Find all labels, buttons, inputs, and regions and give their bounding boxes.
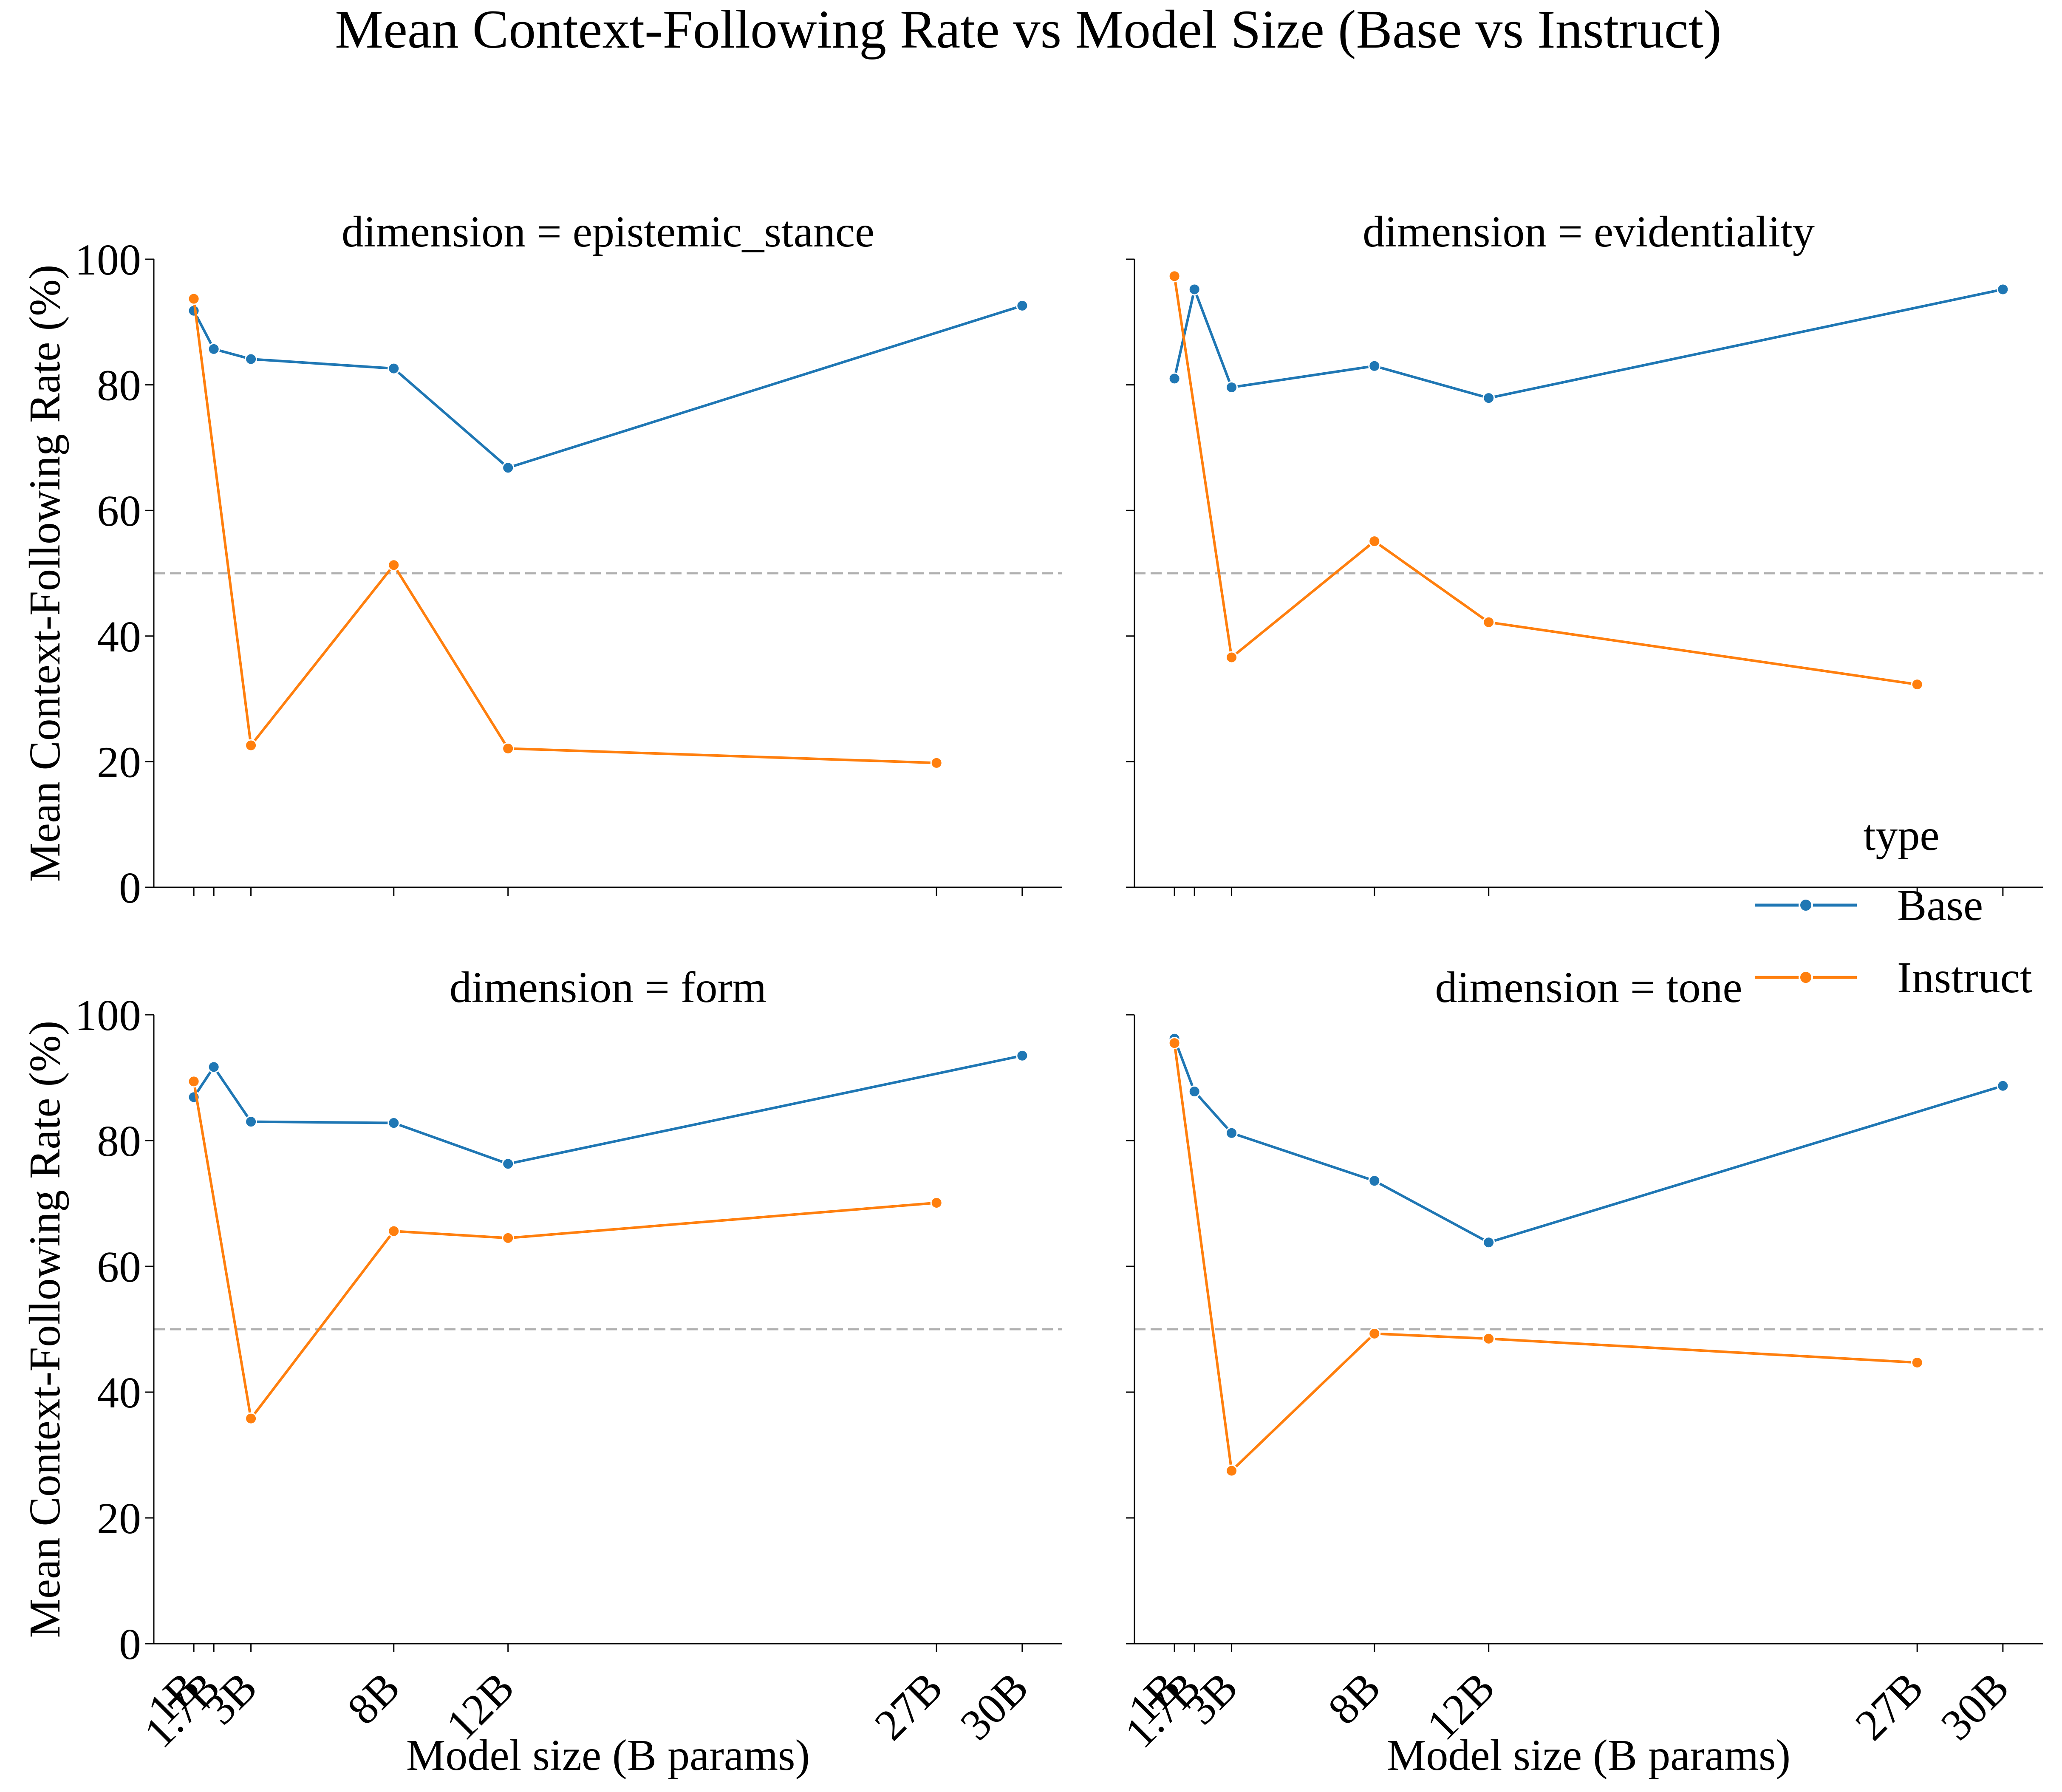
data-point-instruct — [930, 756, 943, 769]
data-point-base — [1188, 1085, 1201, 1098]
data-point-base — [1997, 283, 2009, 296]
data-point-base — [502, 1158, 515, 1170]
legend-instruct-label: Instruct — [1897, 953, 2032, 1002]
x-axis-label: Model size (B params) — [406, 1731, 810, 1780]
data-point-instruct — [1368, 1327, 1381, 1340]
data-point-instruct — [1168, 1037, 1181, 1050]
y-tick-label: 80 — [97, 1117, 141, 1166]
data-point-base — [1482, 392, 1495, 405]
data-point-base — [1997, 1079, 2009, 1092]
data-point-instruct — [1911, 678, 1923, 691]
data-point-instruct — [388, 559, 400, 572]
legend-base-label: Base — [1897, 881, 1983, 930]
data-point-instruct — [1911, 1356, 1923, 1369]
series-line-base — [1173, 288, 2003, 399]
data-point-base — [245, 353, 257, 365]
legend-title: type — [1863, 811, 1939, 860]
x-axis-label: Model size (B params) — [1387, 1731, 1790, 1780]
series-base — [187, 299, 1029, 474]
data-point-instruct — [245, 739, 257, 752]
data-point-instruct — [1225, 651, 1238, 664]
y-tick-label: 100 — [75, 991, 141, 1040]
y-tick-label: 40 — [97, 612, 141, 661]
panel-evidentiality: dimension = evidentiality — [1126, 207, 2043, 896]
legend: type Base Instruct — [1755, 811, 2032, 1002]
data-point-instruct — [502, 1231, 515, 1244]
data-point-base — [207, 343, 220, 355]
data-point-base — [388, 1117, 400, 1130]
chart-title: Mean Context-Following Rate vs Model Siz… — [335, 0, 1722, 59]
data-point-base — [1368, 1175, 1381, 1187]
y-axis-label: Mean Context-Following Rate (%) — [20, 265, 69, 882]
facet-title: dimension = epistemic_stance — [342, 207, 874, 256]
data-point-instruct — [1225, 1464, 1238, 1477]
y-axis-label: Mean Context-Following Rate (%) — [20, 1021, 69, 1638]
data-point-base — [1225, 381, 1238, 394]
data-point-instruct — [1168, 270, 1181, 283]
data-point-base — [1188, 283, 1201, 296]
y-tick-label: 0 — [119, 863, 141, 912]
data-point-instruct — [187, 292, 200, 305]
data-point-instruct — [187, 1075, 200, 1088]
data-point-base — [245, 1115, 257, 1128]
series-instruct — [1168, 1037, 1923, 1477]
data-point-base — [388, 362, 400, 375]
y-tick-label: 20 — [97, 738, 141, 787]
y-tick-label: 60 — [97, 1243, 141, 1291]
data-point-base — [1482, 1236, 1495, 1249]
series-instruct — [187, 1075, 943, 1425]
data-point-base — [1016, 1049, 1029, 1062]
y-tick-label: 60 — [97, 487, 141, 535]
data-point-instruct — [1482, 616, 1495, 628]
y-tick-label: 40 — [97, 1368, 141, 1417]
y-tick-label: 0 — [119, 1620, 141, 1669]
legend-base-marker — [1799, 898, 1813, 912]
panel-epistemic-stance: dimension = epistemic_stance 0 20 40 60 80 100… — [20, 207, 1062, 912]
data-point-instruct — [388, 1225, 400, 1237]
data-point-instruct — [1482, 1332, 1495, 1345]
data-point-instruct — [245, 1412, 257, 1425]
data-point-base — [1168, 372, 1181, 385]
data-point-base — [1368, 360, 1381, 372]
facet-title: dimension = form — [450, 963, 767, 1012]
series-line-base — [192, 304, 1023, 469]
data-point-instruct — [930, 1197, 943, 1209]
facet-title: dimension = tone — [1435, 963, 1742, 1012]
facet-title: dimension = evidentiality — [1363, 207, 1815, 256]
data-point-base — [1016, 299, 1029, 312]
series-line-base — [1173, 1038, 2003, 1244]
series-instruct — [1168, 270, 1923, 691]
series-instruct — [187, 292, 943, 769]
legend-entry-base: Base — [1755, 881, 1983, 930]
y-tick-label: 80 — [97, 361, 141, 410]
data-point-base — [1225, 1127, 1238, 1139]
data-point-instruct — [1368, 535, 1381, 548]
legend-entry-instruct: Instruct — [1755, 953, 2032, 1002]
y-tick-label: 100 — [75, 235, 141, 284]
y-tick-label: 20 — [97, 1494, 141, 1543]
data-point-base — [502, 461, 515, 474]
data-point-base — [207, 1061, 220, 1073]
legend-instruct-marker — [1799, 970, 1813, 985]
series-base — [187, 1049, 1029, 1170]
series-base — [1168, 283, 2009, 405]
data-point-instruct — [502, 742, 515, 755]
